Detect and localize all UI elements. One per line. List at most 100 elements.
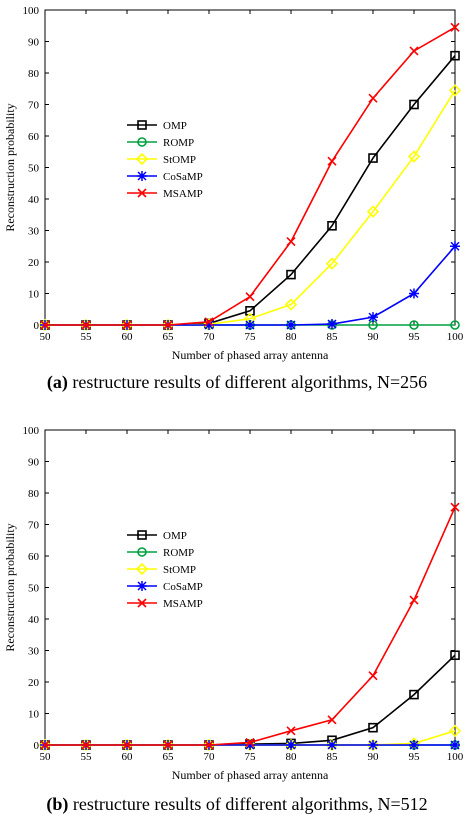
chart-a-point-msamp [204, 317, 214, 327]
chart-b-legend-marker [137, 598, 147, 608]
chart-b-point-omp [450, 650, 460, 661]
chart-b-series-msamp [40, 502, 460, 750]
chart-b-point-msamp [327, 715, 337, 725]
chart-b-caption-text: restructure results of different algorit… [68, 794, 428, 814]
chart-a-point-stomp [284, 298, 298, 311]
chart-a-xtick-label: 70 [204, 331, 216, 343]
chart-a-legend-marker [135, 152, 149, 166]
chart-a-legend-marker [137, 137, 147, 147]
chart-a-xtick-label: 55 [81, 331, 93, 343]
chart-b-point-omp [368, 722, 378, 733]
chart-a-point-omp [368, 153, 378, 163]
chart-a-series-line-omp [45, 55, 456, 326]
chart-b-legend-label: OMP [163, 530, 187, 542]
chart-b-legend-marker [137, 547, 147, 557]
chart-a-xlabel: Number of phased array antenna [172, 348, 329, 362]
chart-a-ytick-label: 10 [28, 289, 40, 301]
chart-a-legend-label: StOMP [163, 154, 196, 166]
chart-a-ytick-label: 60 [28, 131, 40, 143]
chart-a-point-msamp [286, 236, 296, 247]
chart-a-xtick-label: 85 [327, 331, 339, 343]
chart-b-xtick-label: 80 [286, 751, 298, 763]
chart-a-series-line-stomp [45, 89, 456, 326]
chart-a-ylabel: Reconstruction probability [3, 103, 17, 231]
chart-b-svg: 50 55 60 65 70 75 80 85 90 95 100 0 10 20 30 40 50 60 70 80… [3, 425, 464, 782]
chart-b-ytick-label: 60 [28, 551, 40, 563]
chart-a-caption-letter: (a) [46, 372, 68, 392]
chart-a-point-msamp [368, 93, 378, 103]
chart-a-xtick-label: 60 [122, 331, 134, 343]
chart-b-xtick-label: 100 [447, 751, 464, 763]
chart-b-ylabel: Reconstruction probability [3, 523, 17, 651]
chart-b-point-msamp [40, 740, 50, 750]
chart-a-legend-label: MSAMP [163, 188, 203, 200]
chart-a-xtick-label: 100 [447, 331, 464, 343]
chart-a-xtick-label: 95 [409, 331, 421, 343]
chart-a-point-msamp [122, 320, 132, 330]
chart-a-ytick-label: 20 [28, 257, 40, 269]
chart-a-series-omp [40, 50, 460, 330]
chart-panel-b: 50 55 60 65 70 75 80 85 90 95 100 0 10 20 30 40 50 60 70 80… [0, 420, 474, 825]
chart-a-plot-frame [44, 9, 456, 326]
chart-a-point-cosamp [327, 319, 337, 330]
chart-a-point-omp [286, 269, 296, 280]
chart-b-legend-marker [137, 581, 147, 591]
chart-b-ytick-label: 50 [28, 583, 40, 595]
chart-b-xlabel: Number of phased array antenna [172, 768, 329, 782]
chart-b-ytick-label: 80 [28, 488, 40, 500]
chart-b-legend: OMP ROMP StOMP CoSaMP MSAMP [127, 530, 203, 610]
chart-b-ytick-label: 40 [28, 614, 40, 626]
chart-b-point-msamp [122, 740, 132, 750]
chart-b-point-msamp [450, 502, 460, 512]
chart-a-xtick-label: 80 [286, 331, 298, 343]
chart-a-ytick-label: 50 [28, 163, 40, 175]
chart-a-xtick-label: 90 [368, 331, 380, 343]
chart-a-point-msamp [163, 320, 173, 330]
chart-b-ytick-label: 30 [28, 646, 40, 658]
chart-b-series-omp [40, 650, 460, 750]
chart-a-point-msamp [245, 292, 255, 302]
chart-a-legend-marker [137, 120, 147, 130]
chart-a-point-stomp [448, 84, 462, 97]
chart-b-point-cosamp [409, 740, 419, 750]
chart-a-ytick-label: 80 [28, 68, 40, 80]
chart-a-legend-marker [137, 171, 147, 181]
chart-b-caption-letter: (b) [46, 794, 69, 814]
chart-a-legend-label: OMP [163, 120, 187, 132]
chart-a-ytick-label: 40 [28, 194, 40, 206]
chart-b-legend-label: StOMP [163, 564, 196, 576]
chart-a-point-cosamp [368, 312, 378, 323]
chart-a-ytick-label: 100 [23, 5, 40, 17]
chart-a-point-cosamp [286, 320, 296, 330]
chart-a-legend-label: ROMP [163, 137, 194, 149]
chart-a-point-romp [409, 320, 419, 330]
chart-a-caption-text: restructure results of different algorit… [67, 372, 428, 392]
chart-b-ytick-label: 70 [28, 520, 40, 532]
chart-b-ytick-label: 10 [28, 709, 40, 721]
chart-b-series-line-msamp [45, 506, 456, 746]
chart-a-point-msamp [327, 156, 337, 166]
chart-a-ytick-label: 0 [34, 320, 40, 332]
chart-b-point-msamp [204, 740, 214, 750]
chart-a-point-cosamp [245, 320, 255, 330]
chart-b-point-stomp [448, 724, 462, 737]
chart-b-point-msamp [81, 740, 91, 750]
chart-a-point-cosamp [450, 241, 460, 252]
chart-a-ytick-label: 30 [28, 226, 40, 238]
chart-panel-a: 50 55 60 65 70 75 80 85 90 95 100 0 10 20 30 40 50 60 70 80… [0, 0, 474, 405]
chart-b-ytick-label: 100 [23, 425, 40, 437]
chart-a-xtick-label: 50 [40, 331, 52, 343]
chart-a-caption: (a) restructure results of different alg… [0, 372, 474, 393]
chart-a-point-omp [327, 220, 337, 231]
chart-b-xtick-label: 55 [81, 751, 93, 763]
chart-a-point-cosamp [409, 288, 419, 299]
chart-a-series-msamp [40, 22, 460, 330]
chart-a-xtick-label: 65 [163, 331, 175, 343]
chart-a-point-stomp [407, 150, 421, 163]
chart-b-caption: (b) restructure results of different alg… [0, 794, 474, 815]
chart-b-xtick-label: 85 [327, 751, 339, 763]
chart-b-xtick-label: 75 [245, 751, 257, 763]
chart-b-xtick-label: 65 [163, 751, 175, 763]
chart-b-point-cosamp [245, 740, 255, 750]
chart-a-series-stomp [38, 84, 462, 332]
